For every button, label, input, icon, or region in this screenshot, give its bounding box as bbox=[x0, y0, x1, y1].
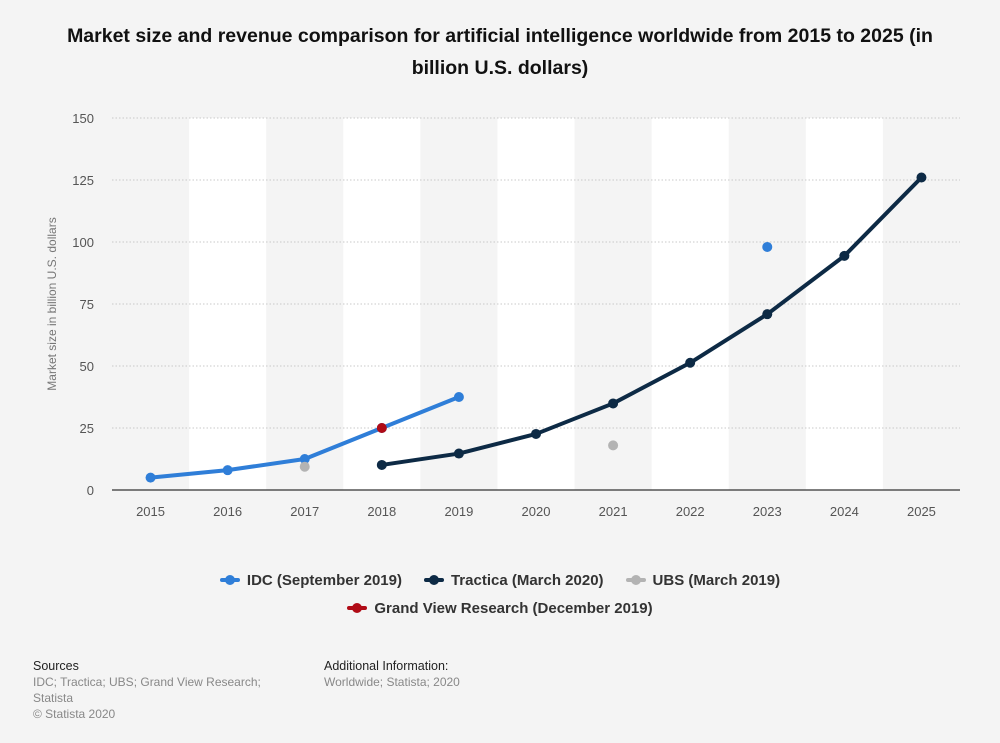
legend-swatch bbox=[347, 602, 368, 614]
legend-swatch bbox=[625, 574, 646, 586]
x-tick-label: 2020 bbox=[522, 504, 551, 519]
copyright: © Statista 2020 bbox=[33, 707, 116, 721]
y-tick-label: 0 bbox=[87, 483, 94, 498]
gridlines bbox=[112, 117, 960, 429]
data-point-idc-september-2019 bbox=[762, 241, 773, 252]
y-tick-label: 75 bbox=[80, 297, 94, 312]
sources-block: Sources IDC; Tractica; UBS; Grand View R… bbox=[33, 658, 283, 722]
x-tick-label: 2016 bbox=[213, 504, 242, 519]
data-point-idc-september-2019 bbox=[145, 472, 156, 483]
x-tick-label: 2021 bbox=[599, 504, 628, 519]
y-axis-ticks: 0 25 50 75 100 125 150 bbox=[72, 111, 94, 498]
legend-label: IDC (September 2019) bbox=[246, 571, 402, 589]
additional-info-block: Additional Information: Worldwide; Stati… bbox=[324, 658, 574, 690]
legend-item-ubs-march-2019[interactable]: UBS (March 2019) bbox=[625, 571, 781, 589]
legend-label: Grand View Research (December 2019) bbox=[374, 599, 653, 617]
legend: IDC (September 2019) Tractica (March 2020… bbox=[0, 566, 1000, 622]
data-point-idc-september-2019 bbox=[222, 465, 233, 476]
data-point-tractica-march-2020 bbox=[685, 357, 696, 368]
sources-text: IDC; Tractica; UBS; Grand View Research;… bbox=[33, 675, 261, 705]
series-layer bbox=[145, 172, 927, 483]
x-tick-label: 2017 bbox=[290, 504, 319, 519]
x-tick-label: 2018 bbox=[367, 504, 396, 519]
additional-info-heading: Additional Information: bbox=[324, 659, 449, 673]
x-tick-label: 2023 bbox=[753, 504, 782, 519]
legend-label: UBS (March 2019) bbox=[652, 571, 781, 589]
y-tick-label: 150 bbox=[72, 111, 94, 126]
legend-item-idc-september-2019[interactable]: IDC (September 2019) bbox=[219, 571, 402, 589]
data-point-tractica-march-2020 bbox=[839, 250, 850, 261]
y-tick-label: 100 bbox=[72, 235, 94, 250]
data-point-tractica-march-2020 bbox=[453, 448, 464, 459]
x-tick-label: 2015 bbox=[136, 504, 165, 519]
legend-label: Tractica (March 2020) bbox=[450, 571, 604, 589]
x-tick-label: 2025 bbox=[907, 504, 936, 519]
data-point-tractica-march-2020 bbox=[531, 428, 541, 439]
y-tick-label: 125 bbox=[72, 173, 94, 188]
data-point-ubs-march-2019 bbox=[608, 440, 619, 451]
legend-item-grand-view-research-december-2019[interactable]: Grand View Research (December 2019) bbox=[347, 599, 653, 617]
y-tick-label: 25 bbox=[80, 421, 94, 436]
sources-heading: Sources bbox=[33, 659, 79, 673]
data-point-tractica-march-2020 bbox=[608, 398, 619, 409]
data-point-idc-september-2019 bbox=[453, 392, 464, 402]
series-line-tractica-march-2020 bbox=[379, 175, 924, 467]
additional-info-text: Worldwide; Statista; 2020 bbox=[324, 675, 460, 689]
data-point-tractica-march-2020 bbox=[762, 309, 773, 320]
data-point-idc-september-2019 bbox=[299, 454, 310, 464]
data-point-tractica-march-2020 bbox=[376, 459, 387, 470]
chart-title: Market size and revenue comparison for a… bbox=[67, 25, 933, 79]
x-axis-ticks: 2015 2016 2017 2018 2019 2020 2021 2022 2023 2024… bbox=[136, 504, 936, 519]
y-tick-label: 50 bbox=[80, 359, 94, 374]
chart-area: 0 25 50 75 100 125 150 2015 2016 2017 2018 2019 202… bbox=[45, 111, 960, 519]
y-axis-label: Market size in billion U.S. dollars bbox=[45, 217, 59, 390]
data-point-tractica-march-2020 bbox=[916, 172, 927, 183]
data-point-ubs-march-2019 bbox=[299, 461, 310, 472]
x-tick-label: 2019 bbox=[444, 504, 473, 519]
legend-item-tractica-march-2020[interactable]: Tractica (March 2020) bbox=[423, 571, 604, 589]
legend-swatch bbox=[423, 574, 444, 586]
x-tick-label: 2022 bbox=[676, 504, 705, 519]
data-point-grand-view-research-december-2019 bbox=[376, 423, 387, 433]
legend-swatch bbox=[219, 574, 240, 586]
x-tick-label: 2024 bbox=[830, 504, 859, 519]
